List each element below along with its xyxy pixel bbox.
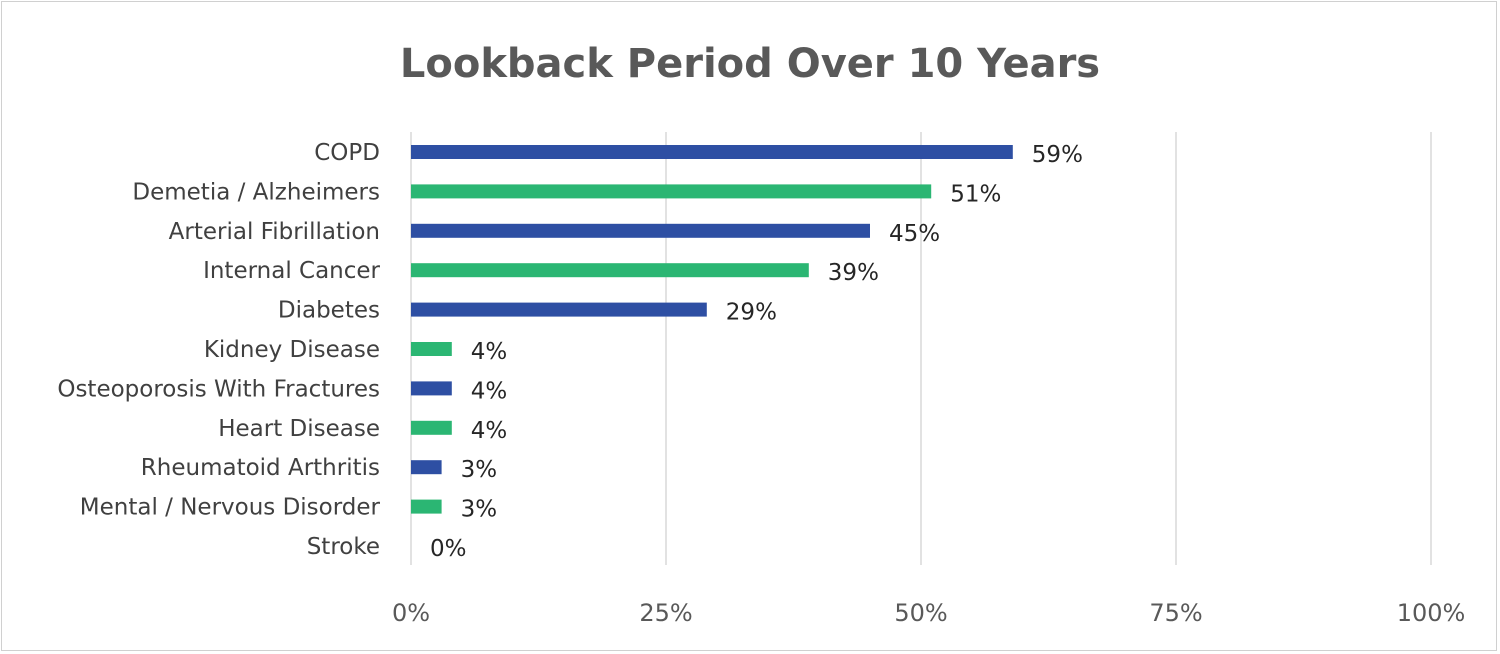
bar: [411, 145, 1013, 159]
bar: [411, 302, 707, 317]
gridlines: [410, 132, 1432, 565]
bar: [411, 184, 932, 199]
data-label: 4%: [471, 418, 508, 444]
x-axis-ticks: 0% 25% 50% 75% 100%: [392, 599, 1465, 627]
chart-title: Lookback Period Over 10 Years: [400, 41, 1100, 87]
bar: [411, 420, 452, 435]
category-label: Arterial Fibrillation: [169, 219, 380, 245]
category-label: Stroke: [307, 534, 380, 560]
bar: [411, 263, 809, 278]
bar: [411, 223, 870, 238]
category-label: Mental / Nervous Disorder: [80, 495, 381, 521]
data-label: 29%: [726, 300, 777, 326]
category-label: Heart Disease: [218, 416, 380, 442]
category-label: Internal Cancer: [203, 258, 380, 284]
x-tick-label: 0%: [392, 599, 430, 627]
data-label: 51%: [950, 181, 1001, 207]
category-label: Rheumatoid Arthritis: [141, 455, 380, 481]
data-labels: 59% 51% 45% 39% 29% 4% 4% 4% 3% 3% 0%: [430, 142, 1083, 562]
data-label: 4%: [471, 339, 508, 365]
x-tick-label: 50%: [894, 599, 947, 627]
x-tick-label: 100%: [1397, 599, 1466, 627]
data-label: 3%: [461, 457, 498, 483]
data-label: 59%: [1032, 142, 1083, 168]
category-label: COPD: [314, 140, 380, 166]
data-label: 45%: [889, 221, 940, 247]
category-label: Diabetes: [278, 298, 380, 324]
bar: [411, 499, 442, 514]
category-labels: COPD Demetia / Alzheimers Arterial Fibrill…: [57, 140, 380, 560]
category-label: Osteoporosis With Fractures: [57, 376, 380, 402]
x-tick-label: 25%: [639, 599, 692, 627]
category-label: Kidney Disease: [204, 337, 380, 363]
data-label: 4%: [471, 378, 508, 404]
bar: [411, 381, 452, 396]
bars: [411, 145, 1013, 514]
bar: [411, 342, 452, 356]
data-label: 3%: [461, 497, 498, 523]
data-label: 0%: [430, 536, 467, 562]
bar: [411, 460, 442, 475]
x-tick-label: 75%: [1149, 599, 1202, 627]
data-label: 39%: [828, 260, 879, 286]
category-label: Demetia / Alzheimers: [132, 179, 380, 205]
